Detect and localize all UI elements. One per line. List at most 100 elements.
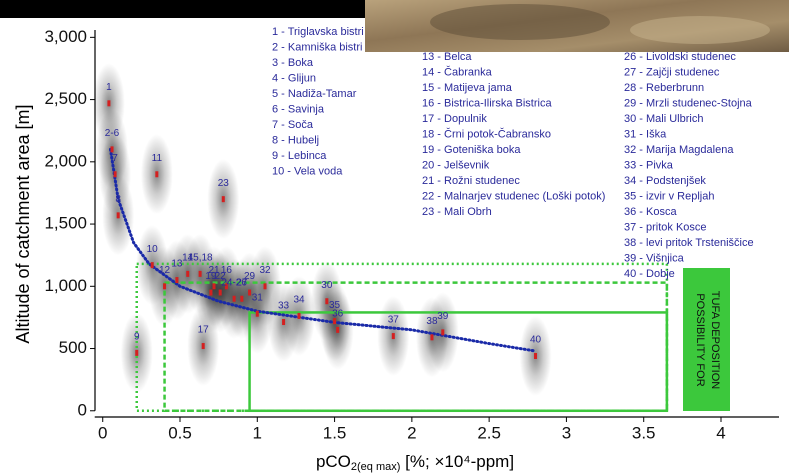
point-label: 2-6 <box>105 128 120 139</box>
data-point <box>113 171 117 178</box>
point-label: 19 <box>205 271 217 282</box>
data-point <box>110 146 114 153</box>
legend-entry: 29 - Mrzli studenec-Stojna <box>624 97 753 109</box>
data-point <box>218 289 222 296</box>
point-label: 9 <box>134 332 140 343</box>
data-point <box>333 318 337 325</box>
data-point <box>336 326 340 333</box>
fit-curve <box>108 147 538 353</box>
x-label-sub: 2(eq max) <box>351 461 401 473</box>
legend-entry: 39 - Višnjica <box>624 252 685 264</box>
x-tick-label: 4 <box>716 423 725 442</box>
x-tick-label: 3 <box>562 423 571 442</box>
legend-entry: 36 - Kosca <box>624 206 677 218</box>
x-tick-label: 3.5 <box>632 423 656 442</box>
point-label: 38 <box>426 316 438 327</box>
data-point <box>150 262 154 269</box>
point-label: 15,18 <box>188 252 213 263</box>
data-point <box>430 334 434 341</box>
legend-entry: 20 - Jelševnik <box>422 159 490 171</box>
legend-entry: 26 - Livoldski studenec <box>624 51 736 63</box>
data-point <box>297 312 301 319</box>
data-point <box>212 283 216 290</box>
x-label-unit: [%; ×10⁴-ppm] <box>400 452 514 471</box>
legend-entry: 5 - Nadiža-Tamar <box>272 88 357 100</box>
legend-entry: 1 - Triglavska bistri <box>272 26 364 38</box>
data-point <box>391 333 395 340</box>
legend-entry: 35 - izvir v Repljah <box>624 190 714 202</box>
legend-entry: 37 - pritok Kosce <box>624 221 707 233</box>
x-axis-label: pCO2(eq max) [%; ×10⁴-ppm] <box>316 452 514 472</box>
legend-entry: 19 - Goteniška boka <box>422 144 521 156</box>
x-tick-label: 0.5 <box>168 423 192 442</box>
legend-entry: 17 - Dopulnik <box>422 113 487 125</box>
data-point <box>107 100 111 107</box>
legend-entry: 16 - Bistrica-Ilirska Bistrica <box>422 97 552 109</box>
data-point <box>255 310 259 317</box>
legend-entry: 34 - Podstenjšek <box>624 175 706 187</box>
photo-shade <box>630 16 770 44</box>
legend-entry: 31 - Iška <box>624 128 667 140</box>
point-label: 31 <box>252 292 264 303</box>
data-point <box>116 212 120 219</box>
x-tick-label: 0 <box>98 423 107 442</box>
legend-entry: 30 - Mali Ulbrich <box>624 113 703 125</box>
data-point <box>186 270 190 277</box>
point-label: 34 <box>293 295 305 306</box>
point-label: 8 <box>115 194 121 205</box>
legend-entry: 40 - Dobje <box>624 268 675 280</box>
point-label: 24-26 <box>221 277 247 288</box>
y-tick-label: 3,000 <box>44 27 87 46</box>
annotation-text: TUFA DEPOSITION <box>709 291 721 389</box>
point-label: 1 <box>106 82 112 93</box>
legend-entry: 6 - Savinja <box>272 103 325 115</box>
point-label: 36 <box>332 309 344 320</box>
point-label: 39 <box>437 311 449 322</box>
legend-entry: 2 - Kamniška bistri <box>272 41 362 53</box>
legend-entry: 38 - levi pritok Trsteniščice <box>624 237 754 249</box>
data-point <box>325 298 329 305</box>
y-tick-label: 500 <box>59 338 87 357</box>
y-tick-label: 2,000 <box>44 151 87 170</box>
annotation-box <box>683 268 730 411</box>
photo-shade <box>430 4 610 40</box>
data-point <box>248 289 252 296</box>
point-label: 32 <box>259 265 271 276</box>
point-label: 10 <box>147 244 159 255</box>
x-label-main: pCO <box>316 452 351 471</box>
data-point <box>282 319 286 326</box>
legend-entry: 14 - Čabranka <box>422 65 493 78</box>
y-tick-label: 1,000 <box>44 276 87 295</box>
legend-entry: 23 - Mali Obrh <box>422 206 492 218</box>
legend-entry: 9 - Lebinca <box>272 150 327 162</box>
data-point <box>163 283 167 290</box>
point-label: 16 <box>221 265 233 276</box>
data-point <box>175 277 179 284</box>
legend-entry: 3 - Boka <box>272 57 314 69</box>
point-label: 40 <box>530 335 542 346</box>
point-label: 17 <box>198 325 210 336</box>
annotation-text: POSSIBILITY FOR <box>694 293 706 386</box>
legend-entry: 15 - Matijeva jama <box>422 82 513 94</box>
x-tick-label: 2.5 <box>477 423 501 442</box>
point-label: 33 <box>278 301 290 312</box>
data-point <box>198 270 202 277</box>
point-label: 7 <box>112 153 118 164</box>
point-label: 21 <box>208 265 220 276</box>
legend-entry: 33 - Pivka <box>624 159 674 171</box>
region-box <box>248 311 669 413</box>
data-point <box>155 171 159 178</box>
data-point <box>221 196 225 203</box>
legend-entry: 27 - Zajčji studenec <box>624 66 720 78</box>
x-tick-label: 1.5 <box>323 423 347 442</box>
point-label: 35 <box>329 300 341 311</box>
point-label: 37 <box>388 315 400 326</box>
x-tick-label: 1 <box>253 423 262 442</box>
point-label: 14 <box>182 252 194 263</box>
point-label: 23 <box>218 178 230 189</box>
legend-entry: 18 - Črni potok-Čabransko <box>422 127 551 140</box>
y-axis-label: Altitude of catchment area [m] <box>13 104 33 343</box>
legend-entry: 21 - Rožni studenec <box>422 175 520 187</box>
point-label: 22 <box>215 271 227 282</box>
